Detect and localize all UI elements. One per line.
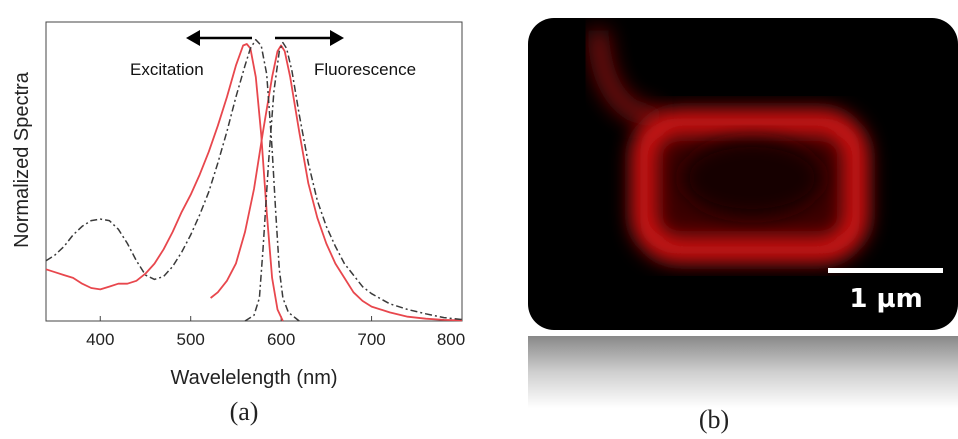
cell-membrane bbox=[632, 110, 868, 262]
annotation-excitation: Excitation bbox=[130, 60, 204, 79]
x-tick-label: 600 bbox=[267, 330, 295, 349]
series-line-1 bbox=[45, 43, 284, 322]
x-axis-title: Wavelelength (nm) bbox=[170, 367, 337, 389]
x-axis-ticks: 400 500 600 700 800 bbox=[86, 316, 465, 349]
series-layer bbox=[45, 38, 463, 322]
scale-bar bbox=[828, 268, 943, 273]
x-tick-label: 400 bbox=[86, 330, 114, 349]
plot-frame bbox=[45, 21, 463, 322]
x-tick-label: 500 bbox=[177, 330, 205, 349]
panel-label-a: (a) bbox=[230, 397, 259, 426]
excitation-arrow-icon bbox=[186, 30, 252, 46]
x-tick-label: 700 bbox=[357, 330, 385, 349]
series-line-3 bbox=[45, 38, 300, 322]
panel-label-b: (b) bbox=[699, 405, 729, 434]
x-tick-label: 800 bbox=[437, 330, 465, 349]
image-reflection bbox=[528, 336, 958, 408]
series-line-4 bbox=[244, 41, 463, 322]
cell-center bbox=[682, 140, 822, 216]
series-line-2 bbox=[210, 44, 463, 322]
microscopy-panel: 1 µm (b) bbox=[528, 18, 958, 434]
fluorescence-arrow-icon bbox=[275, 30, 344, 46]
cell-tail bbox=[587, 29, 664, 131]
y-axis-title: Normalized Spectra bbox=[11, 71, 33, 248]
scale-bar-label: 1 µm bbox=[849, 284, 922, 314]
spectra-chart: 400 500 600 700 800 Wavelelength (nm) Normal… bbox=[11, 21, 465, 426]
annotation-fluorescence: Fluorescence bbox=[314, 60, 416, 79]
